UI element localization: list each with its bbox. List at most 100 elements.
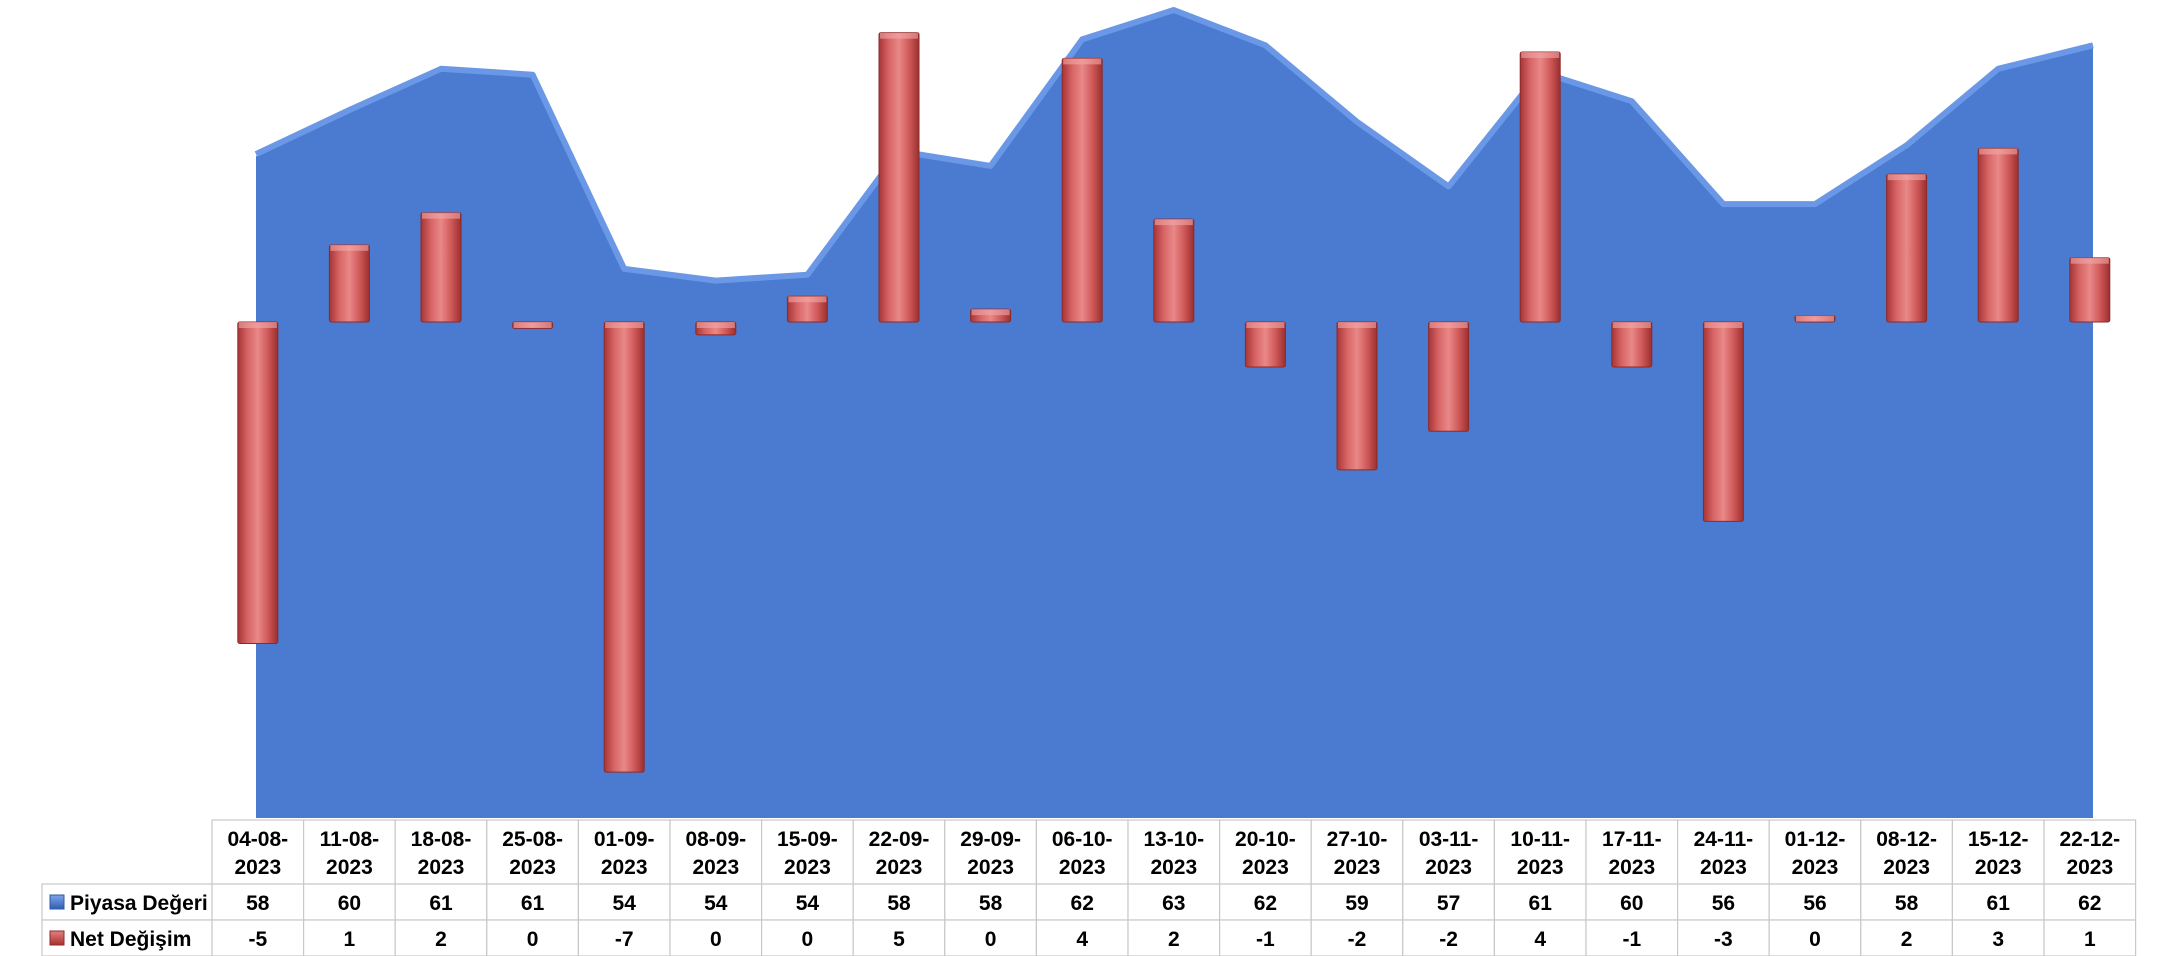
x-tick-label: 2023 bbox=[1700, 856, 1747, 879]
x-tick-label: 27-10- bbox=[1327, 828, 1388, 851]
data-label: 0 bbox=[802, 928, 814, 951]
data-label: 54 bbox=[796, 892, 820, 915]
data-label: 0 bbox=[710, 928, 722, 951]
data-label: 58 bbox=[1895, 892, 1919, 915]
net-degisim-bar-highlight bbox=[513, 322, 552, 328]
net-degisim-bar bbox=[878, 32, 920, 323]
data-label: 2 bbox=[435, 928, 447, 951]
net-degisim-bar-highlight bbox=[696, 322, 735, 328]
net-degisim-bar-highlight bbox=[1796, 315, 1834, 322]
table-cell bbox=[1035, 883, 1129, 921]
table-cell bbox=[394, 883, 488, 921]
x-tick-label: 03-11- bbox=[1419, 828, 1479, 851]
x-tick-label: 17-11- bbox=[1602, 828, 1662, 851]
table-header-cell bbox=[1310, 819, 1404, 885]
table-cell bbox=[1493, 919, 1587, 956]
x-tick-label: 2023 bbox=[1517, 856, 1564, 879]
table-header-cell bbox=[1768, 819, 1862, 885]
table-cell bbox=[1951, 919, 2045, 956]
x-tick-label: 24-11- bbox=[1694, 828, 1754, 851]
table-header-cell bbox=[1951, 819, 2045, 885]
net-degisim-bar bbox=[1977, 147, 2019, 323]
x-tick-label: 2023 bbox=[418, 856, 465, 879]
data-label: 62 bbox=[2078, 892, 2101, 915]
net-degisim-bar bbox=[1153, 218, 1195, 323]
x-tick-label: 2023 bbox=[601, 856, 648, 879]
data-label: 0 bbox=[1809, 928, 1821, 951]
x-tick-label: 2023 bbox=[234, 856, 281, 879]
x-tick-label: 2023 bbox=[1608, 856, 1655, 879]
x-tick-label: 01-09- bbox=[594, 828, 655, 851]
data-label: 54 bbox=[704, 892, 728, 915]
data-label: -3 bbox=[1714, 928, 1733, 951]
data-label: 56 bbox=[1712, 892, 1735, 915]
net-degisim-bar bbox=[1061, 57, 1103, 323]
data-label: 61 bbox=[1529, 892, 1553, 915]
x-tick-label: 2023 bbox=[876, 856, 923, 879]
table-cell bbox=[1218, 919, 1312, 956]
net-degisim-bar-highlight bbox=[422, 212, 460, 219]
table-header-cell bbox=[669, 819, 763, 885]
x-tick-label: 01-12- bbox=[1785, 828, 1846, 851]
table-cell bbox=[1860, 919, 1954, 956]
net-degisim-bar bbox=[1428, 321, 1470, 432]
table-header-cell bbox=[1218, 819, 1312, 885]
table-header-cell bbox=[303, 819, 396, 885]
data-label: -2 bbox=[1439, 928, 1458, 951]
table-cell bbox=[1951, 883, 2045, 921]
net-degisim-bar-highlight bbox=[605, 322, 644, 328]
x-tick-label: 2023 bbox=[1334, 856, 1381, 879]
x-tick-label: 2023 bbox=[509, 856, 556, 879]
legend-label: Piyasa Değeri bbox=[70, 892, 208, 915]
legend-key-piyasa-degeri bbox=[49, 894, 65, 910]
net-degisim-bar-highlight bbox=[1979, 148, 2018, 155]
table-header-cell bbox=[1676, 819, 1770, 885]
table-cell bbox=[1218, 883, 1312, 921]
net-degisim-bar-highlight bbox=[1612, 322, 1651, 328]
x-tick-label: 04-08- bbox=[227, 828, 288, 851]
data-label: 58 bbox=[887, 892, 911, 915]
net-degisim-bar bbox=[1886, 173, 1928, 323]
table-cell bbox=[1768, 919, 1862, 956]
net-degisim-bar bbox=[1244, 321, 1286, 368]
table-cell bbox=[1402, 919, 1496, 956]
net-degisim-bar-highlight bbox=[788, 296, 827, 303]
table-cell bbox=[211, 883, 305, 921]
data-label: 0 bbox=[527, 928, 539, 951]
x-tick-label: 2023 bbox=[2066, 856, 2113, 879]
table-cell bbox=[944, 919, 1037, 956]
table-cell bbox=[303, 919, 396, 956]
x-tick-label: 08-09- bbox=[685, 828, 746, 851]
net-degisim-bar-highlight bbox=[238, 322, 277, 328]
data-label: 61 bbox=[1987, 892, 2011, 915]
net-degisim-bar bbox=[1336, 321, 1378, 471]
data-label: -5 bbox=[248, 928, 267, 951]
net-degisim-bar-layer bbox=[237, 32, 2111, 773]
x-tick-label: 22-09- bbox=[869, 828, 930, 851]
table-header-cell bbox=[1493, 819, 1587, 885]
table-row-label-cell bbox=[41, 883, 213, 921]
x-tick-label: 29-09- bbox=[960, 828, 1021, 851]
net-degisim-bar-highlight bbox=[1521, 51, 1560, 58]
net-degisim-bar-highlight bbox=[1887, 174, 1926, 181]
legend-key-net-degisim bbox=[49, 930, 65, 946]
x-tick-label: 2023 bbox=[692, 856, 739, 879]
data-label: 1 bbox=[2084, 928, 2096, 951]
net-degisim-bar-highlight bbox=[1154, 219, 1193, 226]
x-tick-label: 15-12- bbox=[1968, 828, 2029, 851]
x-tick-label: 10-11- bbox=[1510, 828, 1570, 851]
table-cell bbox=[486, 883, 579, 921]
x-tick-label: 13-10- bbox=[1143, 828, 1204, 851]
net-degisim-bar-highlight bbox=[1246, 322, 1285, 328]
data-label: 62 bbox=[1254, 892, 1277, 915]
data-label: 4 bbox=[1534, 928, 1546, 951]
net-degisim-bar-highlight bbox=[1063, 58, 1102, 65]
table-header-cell bbox=[1585, 819, 1679, 885]
x-tick-label: 2023 bbox=[1059, 856, 1106, 879]
table-cell bbox=[2043, 919, 2137, 956]
data-label: 57 bbox=[1437, 892, 1460, 915]
x-tick-label: 2023 bbox=[967, 856, 1014, 879]
data-label: 56 bbox=[1803, 892, 1826, 915]
net-degisim-bar-highlight bbox=[880, 32, 918, 39]
